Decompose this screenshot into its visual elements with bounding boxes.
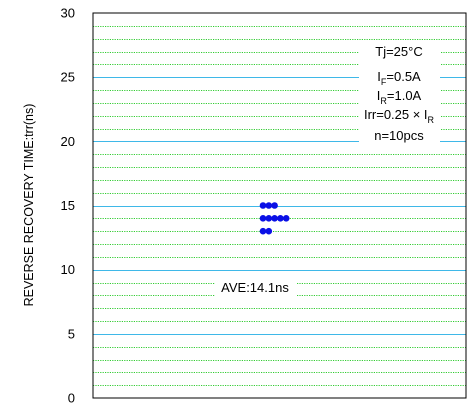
y-tick-label: 30 xyxy=(61,6,75,21)
plot-frame xyxy=(92,12,467,399)
y-tick-label: 15 xyxy=(61,198,75,213)
data-point xyxy=(259,202,267,209)
y-tick-label: 25 xyxy=(61,70,75,85)
average-box: AVE:14.1ns xyxy=(215,278,296,297)
data-point xyxy=(265,215,273,222)
data-point xyxy=(282,215,290,222)
data-point xyxy=(259,215,267,222)
data-point xyxy=(259,227,267,235)
data-point xyxy=(265,202,273,209)
conditions-box: Tj=25°C IF=0.5A IR=1.0A Irr=0.25 × IR n=… xyxy=(359,41,440,152)
data-point xyxy=(265,227,273,235)
average-label: AVE:14.1ns xyxy=(221,280,289,295)
cond-if: IF=0.5A xyxy=(377,69,421,87)
data-points xyxy=(259,202,290,235)
y-tick-label: 0 xyxy=(68,391,75,403)
cond-irr: Irr=0.25 × IR xyxy=(364,107,435,125)
y-tick-label: 10 xyxy=(61,262,75,277)
y-tick-label: 20 xyxy=(61,134,75,149)
cond-ir: IR=1.0A xyxy=(377,88,422,106)
data-point xyxy=(277,215,284,222)
cond-n: n=10pcs xyxy=(374,128,424,143)
cond-tj: Tj=25°C xyxy=(375,44,422,59)
y-tick-label: 5 xyxy=(68,326,75,341)
data-point xyxy=(271,215,278,222)
data-point xyxy=(271,202,278,209)
y-tick-labels: 0 5 10 15 20 25 30 xyxy=(61,6,75,403)
y-axis-title: REVERSE RECOVERY TIME:trr(ns) xyxy=(22,104,36,307)
